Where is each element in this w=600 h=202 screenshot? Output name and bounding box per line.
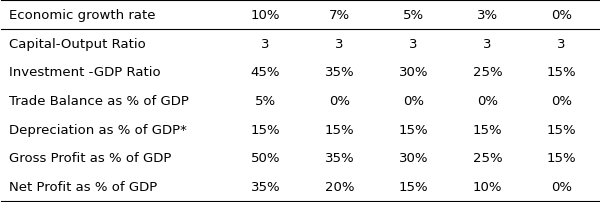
Text: 35%: 35% [325,152,354,164]
Text: 3: 3 [557,38,566,50]
Text: 0%: 0% [551,95,572,107]
Text: 3: 3 [409,38,418,50]
Text: 3%: 3% [477,9,498,22]
Text: Capital-Output Ratio: Capital-Output Ratio [8,38,145,50]
Text: 7%: 7% [329,9,350,22]
Text: 15%: 15% [398,180,428,193]
Text: 15%: 15% [398,123,428,136]
Text: Depreciation as % of GDP*: Depreciation as % of GDP* [8,123,187,136]
Text: 15%: 15% [325,123,354,136]
Text: 10%: 10% [251,9,280,22]
Text: 0%: 0% [477,95,498,107]
Text: 30%: 30% [399,66,428,79]
Text: 25%: 25% [473,152,502,164]
Text: 5%: 5% [255,95,276,107]
Text: 35%: 35% [251,180,280,193]
Text: Economic growth rate: Economic growth rate [8,9,155,22]
Text: 0%: 0% [403,95,424,107]
Text: Trade Balance as % of GDP: Trade Balance as % of GDP [8,95,188,107]
Text: 30%: 30% [399,152,428,164]
Text: 15%: 15% [547,123,577,136]
Text: 45%: 45% [251,66,280,79]
Text: 3: 3 [335,38,344,50]
Text: 5%: 5% [403,9,424,22]
Text: 3: 3 [261,38,269,50]
Text: 15%: 15% [547,152,577,164]
Text: 50%: 50% [251,152,280,164]
Text: 0%: 0% [329,95,350,107]
Text: 0%: 0% [551,180,572,193]
Text: Investment -GDP Ratio: Investment -GDP Ratio [8,66,160,79]
Text: Gross Profit as % of GDP: Gross Profit as % of GDP [8,152,171,164]
Text: 10%: 10% [473,180,502,193]
Text: Net Profit as % of GDP: Net Profit as % of GDP [8,180,157,193]
Text: 35%: 35% [325,66,354,79]
Text: 3: 3 [483,38,492,50]
Text: 25%: 25% [473,66,502,79]
Text: 15%: 15% [547,66,577,79]
Text: 15%: 15% [473,123,502,136]
Text: 15%: 15% [251,123,280,136]
Text: 0%: 0% [551,9,572,22]
Text: 20%: 20% [325,180,354,193]
